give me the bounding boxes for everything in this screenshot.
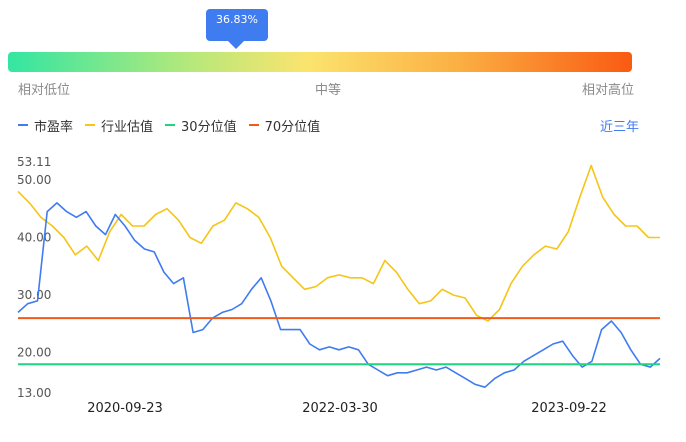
x-axis-labels: 2020-09-23 2022-03-30 2023-09-22: [87, 401, 607, 416]
percentile-badge: 36.83%: [206, 9, 268, 49]
legend-swatch-industry: [85, 124, 96, 126]
legend-swatch-p30: [165, 124, 176, 126]
legend-label-pe: 市盈率: [34, 119, 74, 135]
legend-label-industry: 行业估值: [101, 119, 154, 135]
legend-item-p70[interactable]: 70分位值: [248, 116, 321, 135]
y-tick-label: 40.00: [17, 231, 51, 245]
y-axis-labels: 53.11 50.00 40.00 30.00 20.00 13.00: [17, 155, 51, 400]
industry-series-line: [17, 164, 660, 322]
range-selector-3y[interactable]: 近三年: [600, 120, 640, 135]
legend-swatch-pe: [18, 124, 28, 126]
percentile-value: 36.83%: [216, 13, 258, 26]
x-tick-label: 2023-09-22: [531, 401, 607, 416]
scale-label-low: 相对低位: [18, 83, 71, 98]
y-tick-label: 30.00: [17, 288, 51, 302]
legend-item-industry[interactable]: 行业估值: [85, 116, 153, 135]
legend-item-p30[interactable]: 30分位值: [165, 116, 237, 135]
series-layer: [17, 164, 661, 389]
legend-swatch-p70: [248, 124, 259, 126]
scale-label-high: 相对高位: [582, 83, 635, 98]
legend-label-p30: 30分位值: [181, 119, 237, 135]
pe-series-line: [17, 202, 661, 389]
y-tick-label: 53.11: [17, 155, 51, 169]
scale-label-mid: 中等: [315, 83, 342, 98]
x-tick-label: 2022-03-30: [302, 401, 378, 416]
y-tick-label: 13.00: [17, 386, 51, 400]
valuation-gradient-bar: [8, 52, 632, 72]
x-tick-label: 2020-09-23: [87, 401, 163, 416]
chart-legend: 市盈率 行业估值 30分位值 70分位值: [18, 116, 332, 135]
y-tick-label: 50.00: [17, 173, 51, 187]
legend-item-pe[interactable]: 市盈率: [18, 116, 73, 135]
y-tick-label: 20.00: [17, 346, 51, 360]
legend-label-p70: 70分位值: [264, 119, 321, 135]
